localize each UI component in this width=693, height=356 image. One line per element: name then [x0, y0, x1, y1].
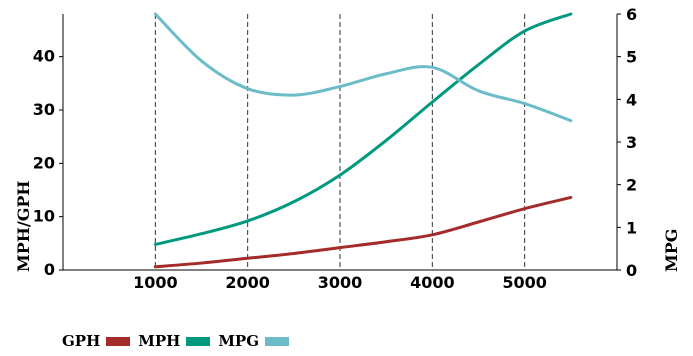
- legend: GPH MPH MPG: [62, 332, 297, 350]
- y-right-tick-label: 2: [626, 176, 637, 195]
- y-right-tick-label: 0: [626, 261, 637, 280]
- series-lines: [153, 12, 573, 269]
- y-left-tick-label: 10: [33, 207, 55, 226]
- y-left-tick-label: 20: [33, 153, 55, 172]
- x-tick-label: 1000: [133, 273, 178, 292]
- grid-lines: [154, 14, 526, 270]
- legend-swatch: [106, 336, 131, 346]
- legend-label: GPH: [62, 332, 101, 350]
- legend-label: MPH: [138, 332, 181, 350]
- x-tick-label: 3000: [318, 273, 363, 292]
- legend-item-mph: MPH: [138, 332, 211, 350]
- legend-item-gph: GPH: [62, 332, 131, 350]
- y-left-tick-label: 30: [33, 100, 55, 119]
- axes: [59, 13, 621, 271]
- legend-item-mpg: MPG: [218, 332, 290, 350]
- tick-labels: 1000 2000 3000 4000 5000 0 10 20 30 40 0 1 2 3 4 5 6: [33, 5, 637, 292]
- y-axis-left-title: MPH/GPH: [14, 180, 33, 272]
- series-line-gph: [153, 195, 573, 269]
- y-right-tick-label: 1: [626, 218, 637, 237]
- y-left-tick-label: 40: [33, 47, 55, 66]
- x-tick-label: 4000: [410, 273, 455, 292]
- y-right-tick-label: 4: [626, 90, 637, 109]
- x-tick-label: 2000: [225, 273, 270, 292]
- y-axis-right-title: MPG: [662, 229, 681, 272]
- y-left-tick-label: 0: [44, 260, 55, 279]
- legend-swatch: [265, 336, 290, 346]
- y-right-tick-label: 3: [626, 133, 637, 152]
- series-line-mph: [153, 12, 573, 246]
- y-right-tick-label: 6: [626, 5, 637, 24]
- legend-swatch: [186, 336, 211, 346]
- legend-label: MPG: [218, 332, 260, 350]
- series-line-mpg: [153, 12, 573, 123]
- y-right-tick-label: 5: [626, 48, 637, 67]
- x-tick-label: 5000: [502, 273, 547, 292]
